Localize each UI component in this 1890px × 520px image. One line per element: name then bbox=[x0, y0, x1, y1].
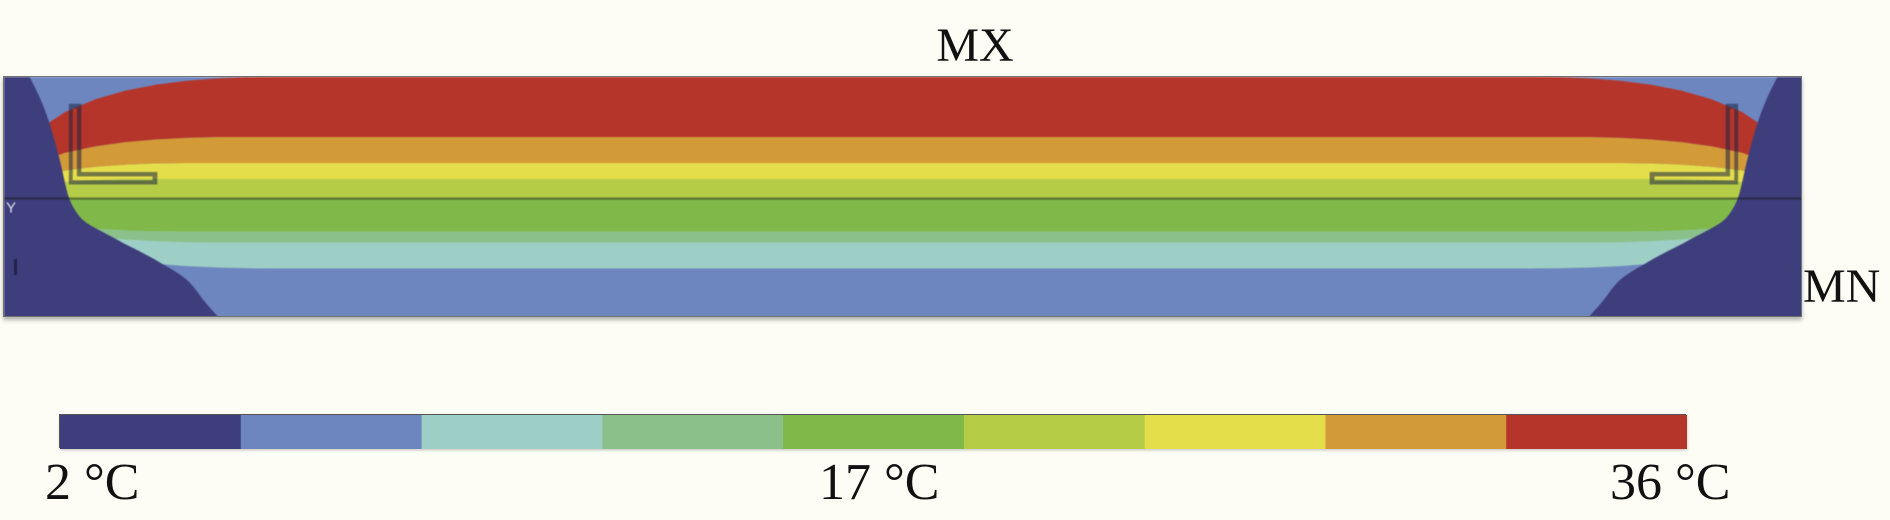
svg-text:Y: Y bbox=[6, 200, 16, 217]
